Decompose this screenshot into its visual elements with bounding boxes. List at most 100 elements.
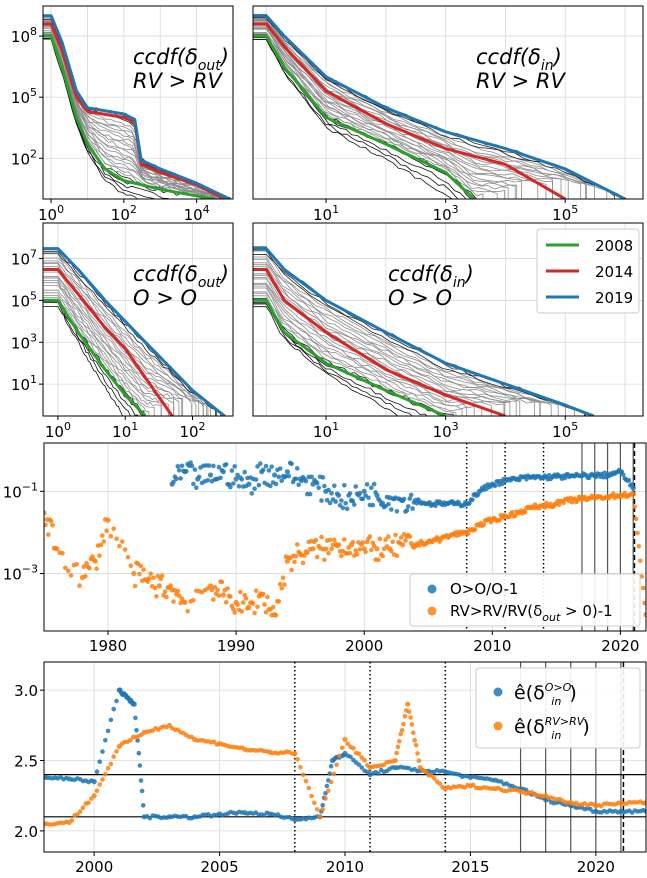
point-orange (263, 610, 269, 615)
point-orange (91, 793, 97, 799)
year-curve (253, 19, 587, 199)
point-orange (386, 534, 391, 539)
point-orange (367, 534, 373, 539)
point-orange (298, 764, 303, 770)
point-blue (263, 463, 269, 469)
point-blue (350, 498, 356, 504)
point-orange (108, 533, 114, 539)
year-curve (253, 27, 547, 199)
point-blue (289, 461, 294, 467)
point-orange (44, 510, 47, 516)
point-blue (140, 803, 146, 808)
x-tick-label: 103 (433, 420, 459, 441)
point-orange (470, 782, 476, 788)
legend-label-2008: 2008 (595, 237, 633, 255)
point-orange (63, 565, 68, 571)
exponent-legend-box (475, 667, 641, 749)
point-blue (356, 762, 362, 767)
point-orange (632, 504, 637, 510)
y-tick-label: 103 (11, 331, 37, 352)
point-orange (481, 522, 487, 527)
point-orange (46, 532, 51, 537)
x-tick-label: 2000 (75, 858, 113, 876)
point-blue (260, 467, 266, 473)
point-orange (155, 573, 161, 579)
point-blue (296, 482, 302, 488)
point-orange (314, 554, 320, 560)
point-blue (279, 478, 285, 484)
year-curve (43, 276, 183, 416)
point-orange (322, 557, 327, 563)
year-curve (253, 33, 509, 199)
panel-3-highlighted-series (253, 247, 595, 416)
point-blue (343, 501, 349, 506)
point-orange (376, 557, 381, 563)
point-orange (104, 528, 109, 533)
panel-4-points (44, 460, 646, 618)
y-tick-label: 105 (11, 86, 37, 107)
point-orange (120, 539, 125, 544)
point-blue (407, 496, 413, 501)
point-blue (562, 475, 568, 481)
point-blue (239, 477, 245, 482)
panel-1-grid (253, 6, 643, 199)
point-orange (397, 738, 402, 744)
point-blue (389, 507, 394, 512)
point-orange (369, 547, 374, 553)
point-orange (225, 586, 230, 591)
point-blue (136, 750, 142, 756)
point-orange (253, 588, 259, 593)
point-orange (394, 750, 399, 756)
point-orange (556, 502, 562, 508)
point-orange (323, 546, 329, 552)
point-blue (293, 476, 299, 482)
year-curve (253, 303, 439, 416)
point-blue (344, 506, 350, 512)
year-curve (253, 32, 498, 199)
point-orange (342, 736, 348, 743)
point-orange (409, 722, 415, 727)
y-tick-label: 101 (11, 373, 37, 394)
point-blue (216, 464, 222, 470)
point-orange (472, 527, 478, 532)
point-orange (401, 721, 406, 727)
point-blue (189, 463, 195, 469)
point-orange (640, 585, 646, 591)
point-orange (336, 542, 342, 548)
point-orange (320, 807, 326, 812)
series-line-2014 (253, 268, 506, 416)
point-blue (255, 464, 260, 469)
point-blue (220, 469, 226, 475)
point-blue (470, 497, 475, 503)
point-blue (286, 473, 292, 479)
point-orange (83, 574, 88, 579)
point-blue (376, 771, 381, 776)
point-blue (328, 764, 334, 769)
point-blue (138, 778, 144, 783)
point-orange (75, 812, 80, 817)
year-curve (253, 32, 506, 199)
point-orange (350, 539, 356, 545)
point-orange (265, 594, 270, 600)
point-orange (94, 788, 100, 794)
point-blue (408, 492, 414, 498)
panel-2-frame (42, 222, 234, 417)
point-orange (111, 754, 116, 759)
point-orange (97, 782, 102, 787)
point-orange (362, 757, 367, 763)
point-blue (316, 485, 322, 491)
x-tick-label: 2020 (577, 858, 615, 876)
point-orange (354, 552, 360, 557)
point-blue (268, 483, 273, 489)
point-orange (175, 588, 181, 594)
year-curve (43, 292, 162, 416)
y-tick-label: 107 (11, 248, 37, 269)
point-orange (77, 583, 82, 588)
point-orange (363, 549, 368, 555)
point-orange (406, 709, 412, 715)
year-curve (253, 277, 505, 416)
point-orange (100, 533, 105, 538)
x-tick-label: 101 (112, 420, 138, 441)
point-blue (394, 509, 400, 514)
point-blue (369, 485, 374, 491)
